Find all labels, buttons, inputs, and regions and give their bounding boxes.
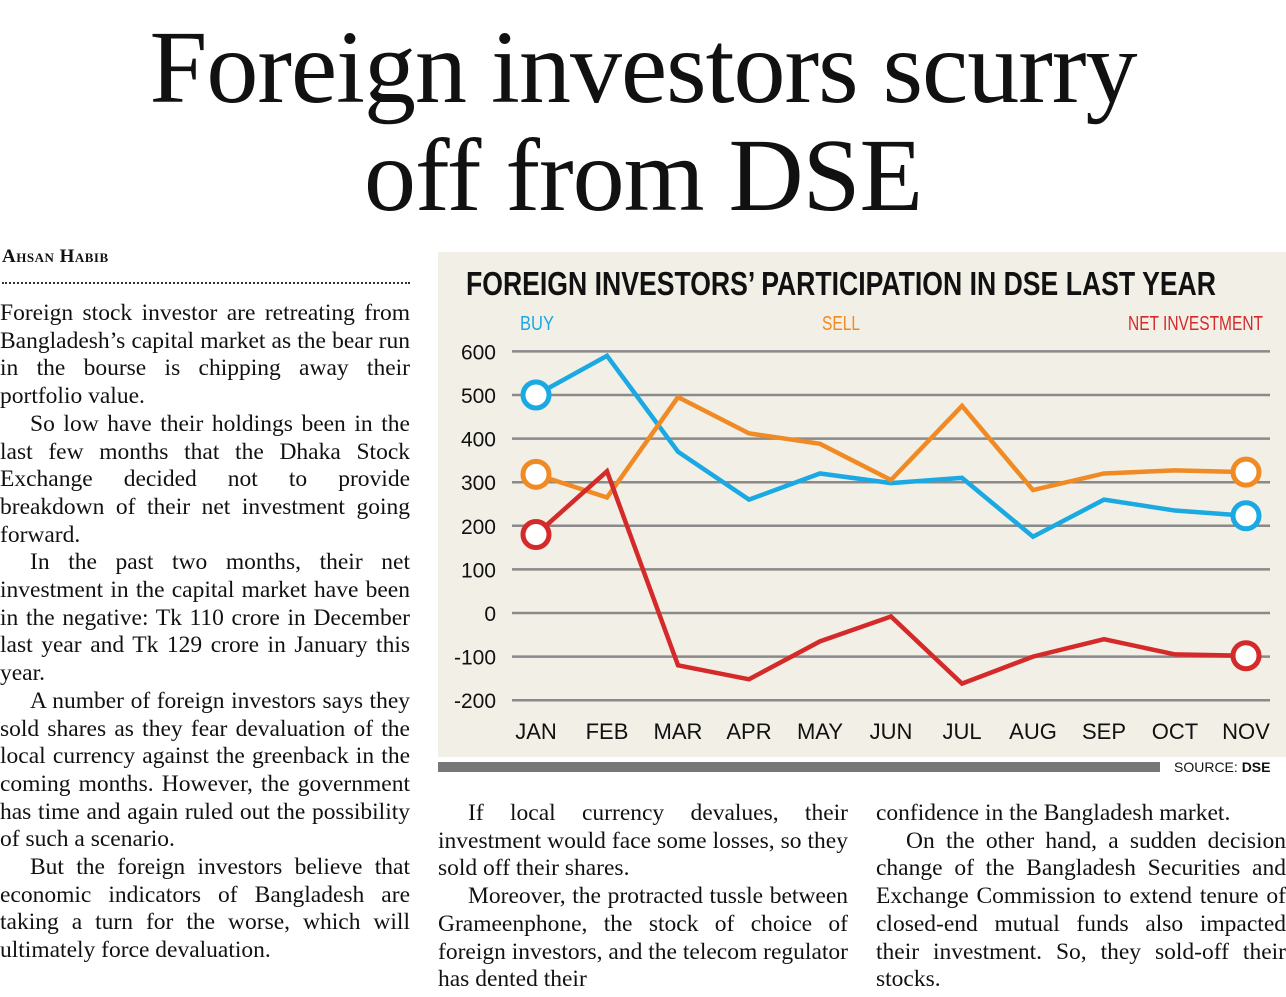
paragraph: If local currency devalues, their invest… (438, 800, 848, 882)
divider (2, 282, 410, 284)
data-point (1230, 640, 1262, 672)
chart: FOREIGN INVESTORS’ PARTICIPATION IN DSE … (438, 252, 1286, 757)
chart-title: FOREIGN INVESTORS’ PARTICIPATION IN DSE … (466, 265, 1216, 302)
byline: Ahsan Habib (2, 246, 109, 267)
y-tick-label: 0 (484, 603, 496, 626)
y-tick-label: 500 (461, 385, 496, 408)
source-credit: SOURCE: DSE (1174, 759, 1270, 775)
source-bar (438, 762, 1160, 772)
article-column-2: If local currency devalues, their invest… (438, 800, 848, 994)
y-tick-label: 300 (461, 472, 496, 495)
data-point (520, 458, 552, 490)
paragraph: But the foreign investors believe that e… (0, 854, 410, 964)
x-tick-label: NOV (1222, 719, 1270, 744)
data-point (1230, 500, 1262, 532)
data-point (520, 379, 552, 411)
x-tick-label: JUL (942, 719, 981, 744)
legend-net-investment: NET INVESTMENT (1128, 313, 1263, 335)
source-label: SOURCE: (1174, 759, 1238, 775)
article-column-1: Foreign stock investor are retreating fr… (0, 300, 410, 965)
data-point (520, 519, 552, 551)
paragraph: A number of foreign investors says they … (0, 687, 410, 853)
paragraph: Moreover, the protracted tussle between … (438, 883, 848, 993)
x-tick-label: FEB (586, 719, 629, 744)
y-tick-label: -200 (454, 690, 496, 713)
article-column-3: confidence in the Bangladesh market. On … (876, 800, 1286, 994)
x-tick-label: AUG (1009, 719, 1057, 744)
legend-sell: SELL (822, 313, 860, 335)
paragraph: Foreign stock investor are retreating fr… (0, 300, 410, 410)
x-tick-label: MAY (797, 719, 843, 744)
paragraph: On the other hand, a sudden decision cha… (876, 827, 1286, 993)
paragraph: confidence in the Bangladesh market. (876, 800, 1231, 826)
source-value: DSE (1241, 759, 1271, 775)
data-point (1230, 456, 1262, 488)
x-tick-label: JUN (870, 719, 913, 744)
x-tick-label: MAR (654, 719, 703, 744)
y-tick-label: 400 (461, 429, 496, 452)
x-tick-label: OCT (1152, 719, 1198, 744)
x-tick-label: JAN (515, 719, 557, 744)
y-tick-label: -100 (454, 647, 496, 670)
headline: Foreign investors scurry off from DSE (0, 14, 1286, 230)
x-tick-label: APR (726, 719, 771, 744)
y-tick-label: 600 (461, 341, 496, 364)
paragraph: In the past two months, their net invest… (0, 549, 410, 687)
paragraph: So low have their holdings been in the l… (0, 410, 410, 548)
chart-svg: FOREIGN INVESTORS’ PARTICIPATION IN DSE … (454, 265, 1270, 744)
y-tick-label: 200 (461, 516, 496, 539)
x-tick-label: SEP (1082, 719, 1126, 744)
headline-line-2: off from DSE (363, 118, 923, 233)
headline-line-1: Foreign investors scurry (149, 10, 1138, 125)
y-tick-label: 100 (461, 559, 496, 582)
legend-buy: BUY (520, 313, 554, 335)
